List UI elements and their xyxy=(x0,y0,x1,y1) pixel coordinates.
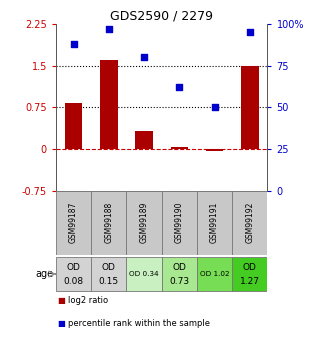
Text: OD 1.02: OD 1.02 xyxy=(200,271,230,277)
Bar xyxy=(100,60,118,149)
Text: ■: ■ xyxy=(58,296,66,305)
Bar xyxy=(91,190,127,255)
Text: GSM99188: GSM99188 xyxy=(104,202,113,243)
Bar xyxy=(135,131,153,149)
Text: GSM99189: GSM99189 xyxy=(140,202,149,244)
Text: age: age xyxy=(35,269,53,279)
Text: OD: OD xyxy=(172,263,186,272)
Text: 0.73: 0.73 xyxy=(169,277,189,286)
Bar xyxy=(65,104,82,149)
Text: ■: ■ xyxy=(58,319,66,328)
Bar xyxy=(232,257,267,292)
Bar xyxy=(206,149,223,151)
Point xyxy=(71,41,76,47)
Bar xyxy=(232,190,267,255)
Bar xyxy=(56,257,91,292)
Bar xyxy=(162,257,197,292)
Bar xyxy=(162,190,197,255)
Point xyxy=(177,85,182,90)
Text: log2 ratio: log2 ratio xyxy=(68,296,109,305)
Text: percentile rank within the sample: percentile rank within the sample xyxy=(68,319,210,328)
Bar xyxy=(127,190,162,255)
Text: GSM99190: GSM99190 xyxy=(175,202,184,244)
Point xyxy=(106,26,111,32)
Text: 0.08: 0.08 xyxy=(63,277,84,286)
Point xyxy=(247,30,252,35)
Point xyxy=(212,105,217,110)
Text: OD: OD xyxy=(102,263,116,272)
Bar xyxy=(170,147,188,149)
Text: OD 0.34: OD 0.34 xyxy=(129,271,159,277)
Text: GSM99192: GSM99192 xyxy=(245,202,254,244)
Bar xyxy=(197,257,232,292)
Text: 0.15: 0.15 xyxy=(99,277,119,286)
Text: 1.27: 1.27 xyxy=(240,277,260,286)
Bar xyxy=(91,257,127,292)
Bar xyxy=(127,257,162,292)
Bar xyxy=(197,190,232,255)
Title: GDS2590 / 2279: GDS2590 / 2279 xyxy=(110,10,213,23)
Bar xyxy=(241,66,259,149)
Text: GSM99191: GSM99191 xyxy=(210,202,219,244)
Text: OD: OD xyxy=(243,263,257,272)
Point xyxy=(142,55,146,60)
Text: OD: OD xyxy=(67,263,81,272)
Bar xyxy=(56,190,91,255)
Text: GSM99187: GSM99187 xyxy=(69,202,78,244)
